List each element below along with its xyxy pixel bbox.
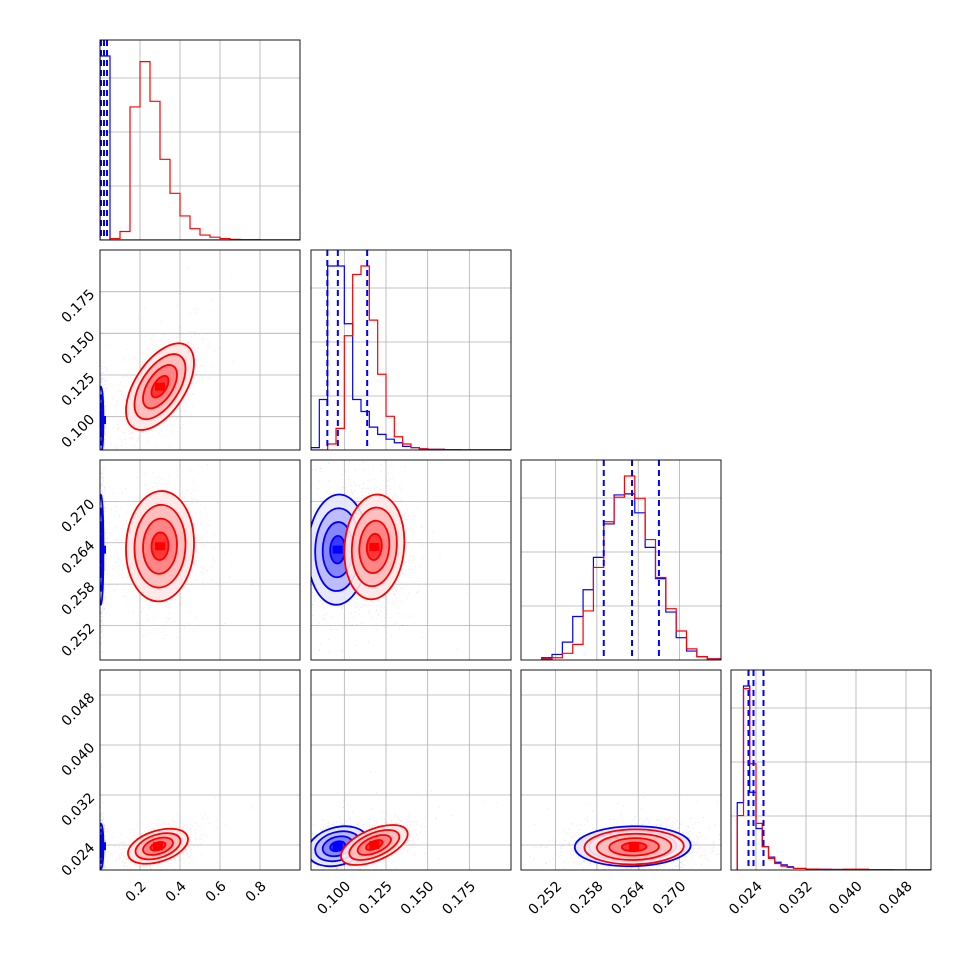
y-tick-label: 0.264 [59,538,99,578]
panel-frame [310,459,512,661]
histogram-series-0 [736,685,931,870]
x-tick-label: 0.2 [123,878,150,905]
x-tick-label: 0.175 [439,878,479,918]
density-peak-1 [155,382,165,391]
y-tick-label: 0.024 [59,840,99,880]
contour-line-1 [150,374,170,399]
x-tick-label: 0.048 [876,878,916,918]
contour-line-1 [149,840,167,852]
y-tick-label: 0.150 [59,328,99,368]
contour-line-1 [125,342,195,431]
x-tick-label: 0.252 [526,878,566,918]
panel-frame [730,669,932,871]
y-tick-label: 0.175 [59,287,99,327]
contour-line-1 [365,532,383,561]
contour-line-1 [340,824,409,866]
histogram-panel-0 [99,39,301,241]
density-peak-1 [369,841,380,849]
scatter-points-0 [311,462,407,654]
panel-frame [310,249,512,451]
contour-line-1 [127,827,189,865]
scatter-panel-1-3 [310,669,512,871]
contour-line-1 [133,353,187,421]
y-tick-label: 0.100 [59,412,99,452]
contour-line-1 [150,531,170,561]
x-tick-label: 0.100 [314,878,354,918]
contour-line-0 [573,825,692,868]
x-tick-label: 0.125 [356,878,396,918]
scatter-panel-0-3 [99,669,301,871]
y-tick-label: 0.040 [59,740,99,780]
histogram-series-1 [311,265,511,450]
scatter-panel-1-2 [310,459,512,661]
contour-line-1 [350,506,398,588]
x-tick-label: 0.8 [243,878,270,905]
contour-line-1 [348,829,401,861]
contour-line-1 [358,519,391,575]
y-tick-label: 0.048 [59,690,99,730]
x-tick-label: 0.040 [826,878,866,918]
density-peak-1 [369,542,380,551]
scatter-panel-2-3 [520,669,722,871]
contour-line-0 [100,534,103,565]
panel-frame [99,669,301,871]
histogram-panel-3 [730,669,932,871]
density-peak-1 [155,542,165,551]
contour-line-1 [583,828,685,866]
panel-frame [520,669,722,871]
density-peak-1 [629,842,640,851]
x-tick-label: 0.6 [203,878,230,905]
contour-line-1 [125,490,195,603]
density-peak-0 [332,842,343,851]
x-tick-label: 0.150 [398,878,438,918]
contour-line-1 [343,493,406,601]
y-tick-label: 0.258 [59,579,99,619]
contour-line-1 [356,834,392,856]
y-tick-label: 0.032 [59,790,99,830]
contour-line-0 [329,840,347,853]
contour-line-1 [142,364,178,410]
x-tick-label: 0.270 [650,878,690,918]
density-peak-0 [332,545,343,554]
panel-frame [99,249,301,451]
x-tick-label: 0.264 [608,878,648,918]
x-tick-label: 0.032 [776,878,816,918]
x-tick-label: 0.258 [567,878,607,918]
y-tick-label: 0.252 [59,620,99,660]
scatter-panel-0-1 [99,249,301,451]
histogram-series-1 [100,61,300,240]
y-tick-label: 0.125 [59,370,99,410]
panel-frame [99,39,301,241]
contour-line-1 [142,836,174,856]
contour-line-1 [365,839,384,851]
x-tick-label: 0.4 [163,878,190,905]
panel-frame [310,669,512,871]
contour-line-0 [100,410,103,430]
contour-line-1 [142,517,178,575]
contour-line-0 [100,839,103,853]
histogram-series-1 [541,475,721,660]
panel-frame [99,459,301,661]
contour-line-1 [133,503,187,589]
density-peak-1 [153,842,163,851]
histogram-series-0 [311,265,511,450]
x-tick-label: 0.024 [726,878,766,918]
histogram-series-1 [736,687,931,870]
contour-line-1 [134,832,182,861]
scatter-points-0 [529,796,721,870]
contour-line-1 [608,837,660,857]
histogram-panel-2 [520,459,722,661]
contour-line-1 [620,841,648,853]
scatter-panel-0-2 [99,459,301,661]
panel-frame [520,459,722,661]
y-tick-label: 0.270 [59,496,99,536]
contour-line-1 [595,832,673,861]
histogram-series-0 [541,493,721,660]
histogram-panel-1 [310,249,512,451]
